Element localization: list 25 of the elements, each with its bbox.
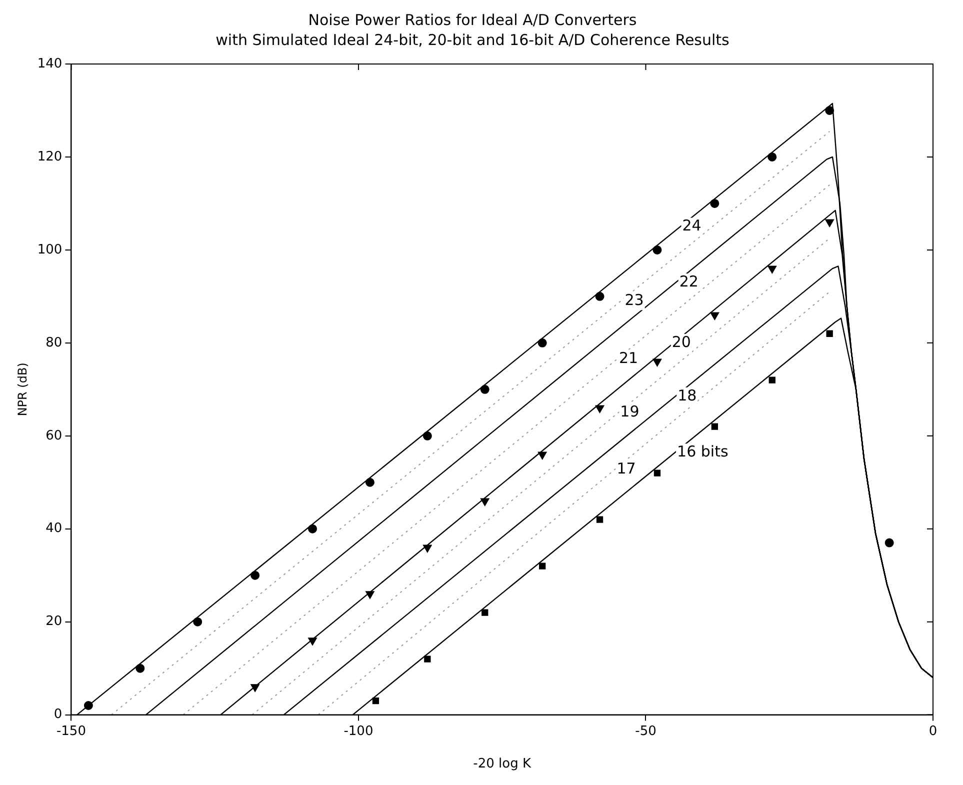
annotation: 22 — [679, 272, 698, 290]
y-tick-label: 40 — [46, 521, 62, 536]
annotation: 20 — [672, 332, 691, 351]
x-tick-label: 0 — [928, 724, 938, 739]
chart-subtitle: with Simulated Ideal 24-bit, 20-bit and 16-bit A/D Coherence Results — [216, 30, 730, 49]
annotation: 24 — [682, 216, 702, 235]
annotation: 19 — [620, 402, 640, 421]
y-tick-label: 60 — [46, 428, 62, 444]
y-tick-label: 0 — [54, 707, 62, 722]
annotation: 17 — [616, 460, 636, 478]
annotation: 21 — [619, 349, 638, 368]
y-tick-label: 120 — [37, 149, 62, 164]
y-tick-label: 100 — [37, 242, 62, 258]
annotation: 16 bits — [677, 442, 728, 461]
y-axis-title: NPR (dB) — [15, 362, 30, 416]
annotation: 18 — [678, 386, 697, 404]
x-tick-label: -150 — [56, 724, 86, 739]
y-tick-label: 140 — [37, 56, 62, 72]
y-tick-label: 80 — [46, 335, 62, 350]
chart-title: Noise Power Ratios for Ideal A/D Converters — [308, 10, 637, 29]
annotation: 23 — [624, 290, 644, 309]
x-axis-title: -20 log K — [473, 756, 532, 772]
x-tick-label: -50 — [635, 724, 656, 739]
x-tick-label: -100 — [344, 724, 374, 739]
y-tick-label: 20 — [46, 614, 62, 630]
